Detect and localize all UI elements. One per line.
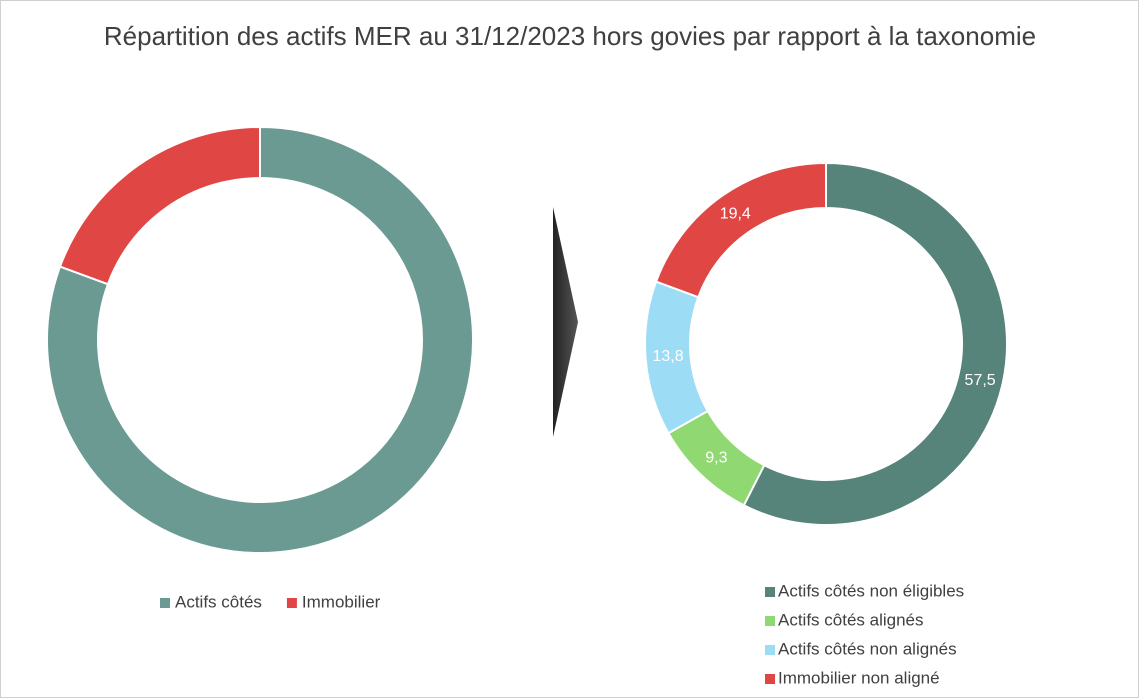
donut-segment xyxy=(742,161,1008,526)
donut-segment xyxy=(58,125,261,286)
arrow xyxy=(553,207,578,437)
chart-title: Répartition des actifs MER au 31/12/2023… xyxy=(104,21,1036,51)
legend-label: Actifs côtés non alignés xyxy=(778,639,957,658)
data-label: 13,8 xyxy=(652,348,683,365)
data-label: 9,3 xyxy=(705,450,727,467)
data-label: 57,5 xyxy=(965,372,996,389)
legend-label: Immobilier non aligné xyxy=(778,668,940,687)
legend-label: Immobilier xyxy=(302,592,381,611)
legend-swatch xyxy=(286,598,297,608)
legend-label: Actifs côtés xyxy=(175,592,262,611)
legend-swatch xyxy=(160,598,170,608)
legend-label: Actifs côtés alignés xyxy=(778,610,924,629)
legend-swatch xyxy=(765,674,775,684)
donut-segment xyxy=(46,125,474,554)
legend-swatch xyxy=(765,645,775,655)
data-label: 19,4 xyxy=(720,205,751,222)
legend-swatch xyxy=(765,587,775,597)
donut-segment xyxy=(654,161,827,299)
legend-label: Actifs côtés non éligibles xyxy=(778,581,964,600)
legend-swatch xyxy=(765,616,775,626)
